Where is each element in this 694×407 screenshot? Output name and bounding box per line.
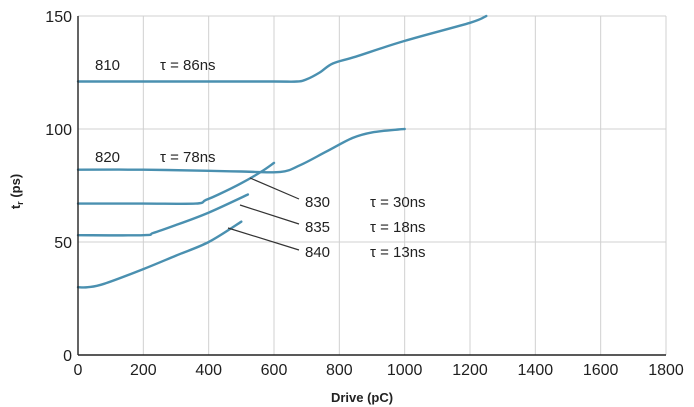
series-line-820 xyxy=(76,127,406,174)
grid xyxy=(78,15,667,355)
y-tick-label: 150 xyxy=(45,9,72,26)
series-tau-810: τ = 86ns xyxy=(160,57,216,74)
series-tau-840: τ = 13ns xyxy=(370,244,426,261)
y-axis-title-subscript: r xyxy=(15,201,25,205)
series-line-810 xyxy=(76,14,488,83)
x-tick-label: 0 xyxy=(74,362,83,379)
series-tau-820: τ = 78ns xyxy=(160,149,216,166)
x-tick-label: 1400 xyxy=(518,362,554,379)
y-axis-title-symbol: t xyxy=(8,204,23,209)
x-tick-label: 1200 xyxy=(452,362,488,379)
y-tick-label: 50 xyxy=(54,235,72,252)
x-tick-label: 1600 xyxy=(583,362,619,379)
series-label-810: 810 xyxy=(95,57,120,74)
y-axis-title: tr (ps) xyxy=(8,174,25,209)
series-line-840 xyxy=(76,220,243,289)
leader-line-835 xyxy=(239,204,300,225)
series-label-840: 840 xyxy=(305,244,330,261)
series-line-830 xyxy=(76,161,276,206)
series-lines xyxy=(76,14,488,289)
series-labels: 810 τ = 86ns 820 τ = 78ns 830 τ = 30ns 835 τ = … xyxy=(95,57,426,261)
axes xyxy=(77,16,666,356)
leader-line-840 xyxy=(227,227,300,251)
series-label-830: 830 xyxy=(305,194,330,211)
leader-line-830 xyxy=(249,177,300,200)
y-tick-label: 100 xyxy=(45,122,72,139)
x-tick-label: 1000 xyxy=(387,362,423,379)
svg-text:tr (ps): tr (ps) xyxy=(8,174,25,209)
series-label-820: 820 xyxy=(95,149,120,166)
series-tau-835: τ = 18ns xyxy=(370,219,426,236)
series-tau-830: τ = 30ns xyxy=(370,194,426,211)
x-tick-label: 200 xyxy=(130,362,157,379)
series-label-835: 835 xyxy=(305,219,330,236)
y-tick-label: 0 xyxy=(63,348,72,365)
x-axis-title: Drive (pC) xyxy=(331,390,393,405)
series-line-835 xyxy=(76,193,250,237)
leader-lines xyxy=(227,177,300,251)
y-axis-title-unit: (ps) xyxy=(8,174,23,198)
x-tick-label: 800 xyxy=(326,362,353,379)
x-tick-label: 1800 xyxy=(648,362,684,379)
x-tick-label: 400 xyxy=(195,362,222,379)
x-tick-label: 600 xyxy=(261,362,288,379)
tick-labels: 0 200 400 600 800 1000 1200 1400 1600 1800 0 50 100 1… xyxy=(45,9,684,379)
